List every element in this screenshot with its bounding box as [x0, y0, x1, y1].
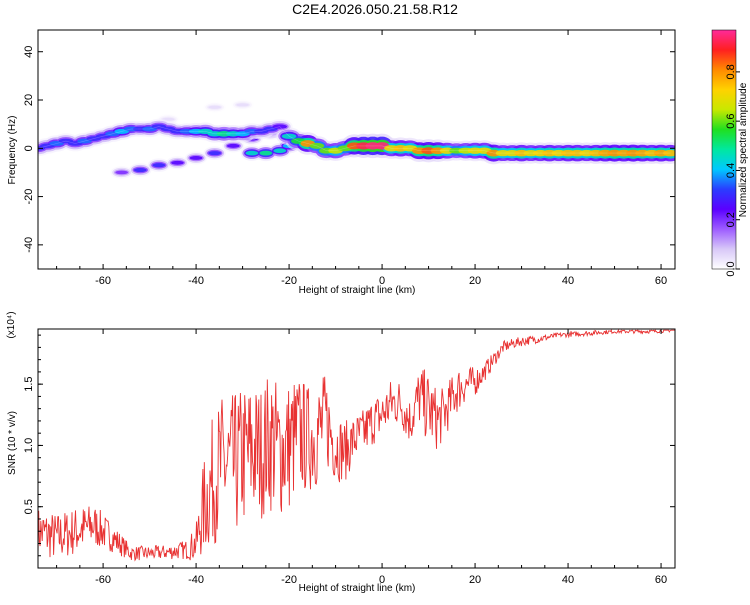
colorbar-tick-label: 0.6 — [725, 114, 737, 129]
spectral-blob-s1-3-1 — [259, 150, 273, 156]
snr-x-tick-label: -40 — [188, 574, 204, 586]
spectral-blob-main-3-26 — [272, 124, 288, 129]
snr-y-tick-label: 1.0 — [23, 438, 35, 453]
y-tick-label: 20 — [23, 94, 35, 106]
x-tick-label: -20 — [281, 275, 297, 287]
spectral-blob-s0-3-0 — [115, 170, 128, 175]
spectrogram-ticks: -60 -40 -20 0 20 40 60 -40 -20 0 20 40 — [23, 30, 675, 287]
colorbar: 0.0 0.2 0.4 0.6 0.8 Normalized spectral ampl… — [711, 29, 749, 277]
snr-y-tick-label: 0.5 — [23, 499, 35, 514]
y-tick-label: -40 — [23, 237, 35, 253]
spectrogram-heat — [38, 99, 675, 179]
snr-x-tick-label: 20 — [469, 574, 481, 586]
x-tick-label: 20 — [469, 275, 481, 287]
colorbar-tick-label: 0.4 — [725, 163, 737, 178]
spectral-blob-main-3-30 — [309, 142, 325, 149]
spectrogram-panel: -60 -40 -20 0 20 40 60 -40 -20 0 20 40 Height of st… — [7, 29, 676, 296]
y-tick-label: 40 — [23, 46, 35, 58]
snr-y-multiplier: (x10⁴) — [6, 311, 17, 338]
snr-y-tick-label: 1.5 — [23, 377, 35, 392]
snr-panel: -60 -40 -20 0 20 40 60 0.5 1.0 1.5 Height of stra… — [6, 311, 676, 594]
x-tick-label: -60 — [95, 275, 111, 287]
spectral-blob-s2-3-1 — [208, 105, 221, 109]
snr-x-tick-label: 40 — [562, 574, 574, 586]
x-tick-label: 40 — [562, 275, 574, 287]
spectral-blob-s1-3-0 — [245, 150, 259, 156]
x-tick-label: 0 — [379, 275, 385, 287]
spectral-blob-s1-3-2 — [273, 148, 287, 154]
y-tick-label: -20 — [23, 189, 35, 205]
snr-x-tick-label: -20 — [281, 574, 297, 586]
x-tick-label: 60 — [655, 275, 667, 287]
spectrogram-y-axis-title: Frequency (Hz) — [7, 116, 18, 185]
spectral-blob-s2-3-2 — [236, 103, 249, 107]
colorbar-ticks: 0.0 0.2 0.4 0.6 0.8 — [725, 64, 740, 277]
chart-title: C2E4.2026.050.21.58.R12 — [292, 1, 458, 17]
spectral-blob-main-3-68 — [663, 149, 675, 157]
snr-x-tick-label: -60 — [95, 574, 111, 586]
snr-frame — [37, 328, 676, 569]
spectral-blob-s0-3-5 — [208, 151, 221, 156]
spectral-blob-main-3-27 — [281, 133, 297, 139]
colorbar-tick-label: 0.8 — [725, 64, 737, 79]
snr-x-tick-label: 0 — [379, 574, 385, 586]
spectrogram-x-axis-title: Height of straight line (km) — [299, 285, 416, 296]
snr-y-axis-title: SNR (10 * v/v) — [7, 411, 18, 475]
colorbar-title: Normalized spectral amplitude — [738, 82, 749, 217]
snr-ticks: -60 -40 -20 0 20 40 60 0.5 1.0 1.5 — [23, 329, 675, 586]
colorbar-gradient — [711, 29, 737, 270]
spectral-blob-s0-3-6 — [226, 143, 240, 148]
snr-x-tick-label: 60 — [655, 574, 667, 586]
ridge-core-line — [38, 126, 671, 154]
spectral-blob-s0-3-4 — [189, 155, 203, 160]
x-tick-label: -40 — [188, 275, 204, 287]
spectrogram-frame — [37, 29, 676, 270]
spectral-blob-s0-3-2 — [152, 163, 166, 168]
spectral-blob-s0-3-3 — [171, 160, 184, 165]
snr-x-axis-title: Height of straight line (km) — [299, 583, 416, 594]
spectral-blob-s0-3-1 — [133, 167, 147, 173]
colorbar-tick-label: 0.2 — [725, 212, 737, 227]
snr-series-line — [38, 329, 675, 562]
y-tick-label: 0 — [23, 145, 35, 151]
colorbar-tick-label: 0.0 — [725, 261, 737, 276]
